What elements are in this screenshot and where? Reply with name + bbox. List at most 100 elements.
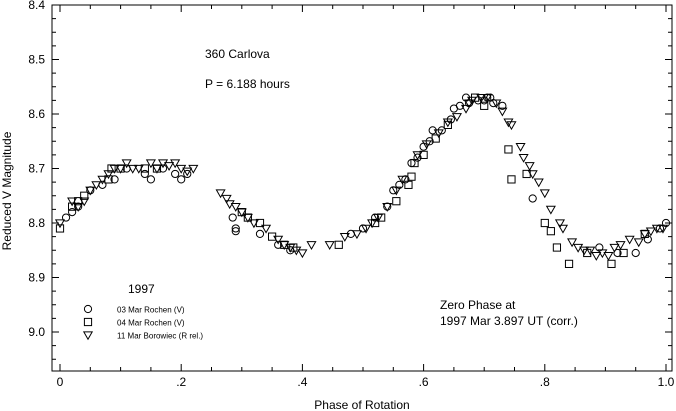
zero-phase-line-1: Zero Phase at	[440, 298, 516, 312]
data-point-triangle-down	[527, 170, 538, 180]
data-point-triangle-down	[127, 164, 138, 174]
data-point-triangle-down	[324, 241, 335, 251]
data-point-triangle-down	[554, 219, 566, 229]
data-point-triangle-down	[242, 213, 253, 223]
data-point-circle	[613, 248, 622, 258]
data-point-triangle-down	[603, 252, 614, 261]
data-point-triangle-down	[164, 162, 175, 171]
data-point-triangle-down	[491, 99, 502, 109]
data-point-triangle-down	[615, 241, 626, 251]
data-point-triangle-down	[624, 235, 635, 245]
data-point-triangle-down	[260, 224, 272, 234]
data-point-triangle-down	[545, 205, 556, 215]
y-tick-label: 8.6	[28, 107, 45, 121]
data-point-triangle-down	[85, 186, 96, 196]
data-point-triangle-down	[460, 104, 472, 114]
data-point-triangle-down	[133, 164, 144, 174]
data-point-triangle-down	[79, 197, 90, 207]
data-point-triangle-down	[524, 162, 535, 171]
y-tick-label: 8.8	[28, 216, 45, 230]
data-point-circle	[528, 194, 537, 203]
data-point-triangle-down	[248, 219, 259, 229]
data-point-square	[619, 248, 628, 258]
data-point-triangle-down	[515, 143, 526, 152]
data-point-triangle-down	[145, 159, 156, 169]
data-point-circle	[255, 229, 265, 238]
legend-label: 03 Mar Rochen (V)	[117, 306, 185, 315]
data-point-triangle-down	[639, 230, 650, 240]
zero-phase-line-2: 1997 Mar 3.897 UT (corr.)	[440, 314, 578, 328]
legend: 03 Mar Rochen (V) 04 Mar Rochen (V) 11 Mar…	[82, 304, 203, 341]
data-point-triangle-down	[382, 203, 393, 212]
x-axis-label: Phase of Rotation	[314, 398, 409, 411]
data-point-triangle-down	[188, 164, 199, 174]
data-point-triangle-down	[579, 246, 590, 256]
data-point-triangle-down	[651, 224, 662, 234]
data-point-triangle-down	[115, 164, 126, 174]
data-point-circle	[231, 224, 240, 233]
y-tick-label: 8.5	[28, 53, 45, 67]
data-point-triangle-down	[645, 227, 656, 237]
data-point-triangle-down	[476, 94, 487, 103]
legend-marker-triangle-down	[82, 331, 94, 341]
data-point-triangle-down	[451, 113, 462, 122]
data-point-triangle-down	[351, 230, 363, 240]
data-point-square	[80, 191, 89, 200]
data-point-square	[504, 145, 513, 154]
data-point-circle	[643, 235, 652, 244]
x-tick-label: 0	[57, 375, 64, 389]
axis-tick-labels: 0 .2 .4 .6 .8 1.0 8.4 8.5 8.6 8.7 8.8 8.9 9.0	[28, 0, 674, 389]
data-point-triangle-down	[397, 175, 408, 185]
data-point-circle	[140, 169, 149, 179]
y-tick-label: 8.9	[28, 271, 45, 285]
data-point-triangle-down	[442, 118, 453, 128]
data-point-triangle-down	[421, 140, 432, 150]
data-point-triangle-down	[633, 238, 644, 248]
data-point-square	[392, 197, 401, 206]
data-point-triangle-down	[236, 208, 247, 218]
data-point-triangle-down	[103, 170, 114, 180]
data-point-triangle-down	[467, 96, 478, 106]
data-point-triangle-down	[482, 94, 493, 103]
data-point-square	[507, 175, 516, 184]
legend-label: 04 Mar Rochen (V)	[117, 319, 185, 328]
data-point-triangle-down	[360, 224, 372, 234]
x-tick-label: .4	[297, 375, 307, 389]
y-tick-label: 8.4	[28, 0, 45, 12]
data-point-triangle-down	[170, 159, 181, 169]
data-point-triangle-down	[609, 243, 620, 253]
data-point-triangle-down	[412, 151, 423, 161]
data-point-square	[407, 172, 416, 181]
data-point-circle	[146, 175, 155, 184]
x-tick-label: .2	[176, 375, 186, 389]
data-point-triangle-down	[97, 175, 108, 185]
data-points	[54, 93, 671, 268]
data-point-triangle-down	[297, 249, 308, 259]
data-point-square	[552, 243, 562, 252]
data-point-triangle-down	[585, 246, 596, 256]
data-point-triangle-down	[373, 213, 384, 223]
data-point-circle	[631, 248, 640, 258]
data-point-triangle-down	[230, 203, 241, 212]
data-point-triangle-down	[557, 224, 569, 234]
data-point-circle	[231, 227, 240, 236]
data-point-circle	[413, 153, 422, 162]
data-point-triangle-down	[367, 219, 378, 229]
data-point-triangle-down	[73, 203, 84, 212]
data-point-circle	[228, 213, 237, 222]
data-point-circle	[61, 213, 71, 222]
data-point-square	[55, 224, 65, 233]
data-point-circle	[183, 169, 192, 179]
data-point-circle	[110, 175, 119, 184]
chart-title: 360 Carlova	[205, 47, 270, 61]
data-point-triangle-down	[54, 219, 66, 229]
data-point-triangle-down	[591, 252, 602, 261]
x-tick-label: .8	[540, 375, 550, 389]
legend-label: 11 Mar Borowiec (R rel.)	[117, 332, 203, 341]
period-label: P = 6.188 hours	[205, 77, 290, 91]
legend-marker-circle	[83, 304, 93, 314]
data-point-triangle-down	[533, 178, 544, 188]
axis-ticks	[52, 4, 672, 371]
x-tick-label: 1.0	[658, 375, 675, 389]
data-point-triangle-down	[215, 189, 226, 199]
